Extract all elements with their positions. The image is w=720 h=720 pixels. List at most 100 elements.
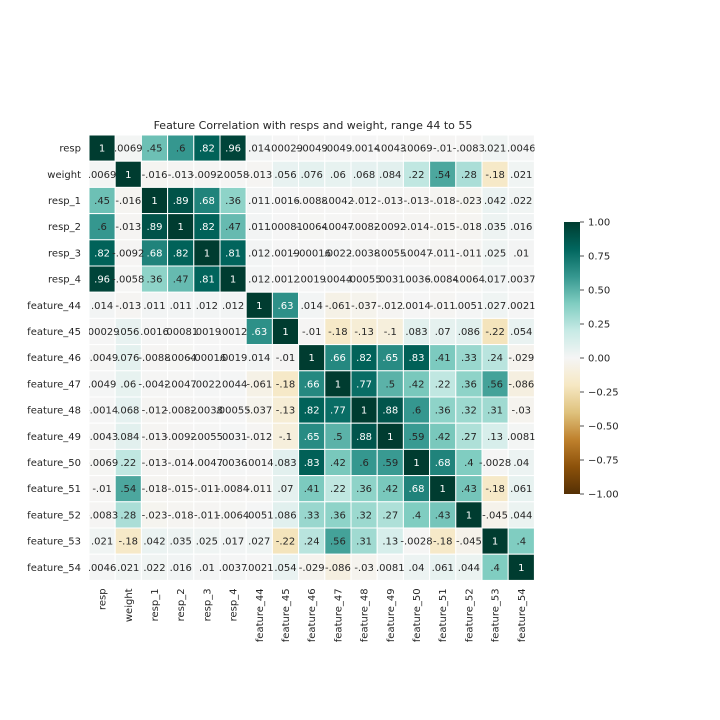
cell-value: .22 [435, 379, 451, 390]
y-tick-label: feature_51 [27, 484, 81, 495]
heatmap-cell [455, 213, 483, 241]
cell-value: .68 [409, 484, 425, 495]
heatmap-cell [219, 265, 247, 293]
cell-value: -.018 [168, 510, 194, 521]
heatmap-cell [245, 448, 273, 477]
heatmap-cell [193, 475, 221, 503]
heatmap-cell [350, 475, 378, 503]
cell-value: .6 [359, 458, 369, 469]
heatmap-cell [507, 553, 535, 581]
cell-value: .0051 [245, 510, 274, 521]
cell-value: .0019 [219, 353, 248, 364]
cell-value: .65 [382, 353, 398, 364]
x-tick-label: resp_1 [150, 588, 161, 621]
cell-value: .4 [517, 537, 527, 548]
heatmap-cell [402, 317, 431, 346]
cell-value: -.012 [142, 406, 168, 417]
cell-value: .035 [170, 537, 192, 548]
cell-value: -.015 [168, 484, 194, 495]
cell-value: .00029 [268, 144, 303, 155]
y-tick-label: feature_52 [27, 510, 81, 521]
cell-value: .016 [170, 563, 192, 574]
heatmap-cell [376, 501, 404, 529]
cell-value: -.0055 [374, 248, 406, 259]
cell-value: -.0047 [191, 458, 223, 469]
cell-value: .22 [330, 484, 346, 495]
x-tick-label: feature_44 [255, 588, 266, 642]
cell-value: -.011 [430, 301, 456, 312]
cell-value: .82 [173, 248, 189, 259]
cell-value: .77 [330, 406, 346, 417]
cell-value: -.061 [325, 301, 351, 312]
heatmap-cell [376, 265, 404, 293]
cell-value: -.0064 [453, 275, 485, 286]
cell-value: -.0083 [453, 144, 485, 155]
cell-value: .81 [225, 248, 241, 259]
heatmap-cell [219, 475, 247, 503]
cell-value: .32 [356, 510, 372, 521]
heatmap-cell [455, 186, 483, 215]
cell-value: .083 [274, 458, 296, 469]
x-tick-label: feature_48 [360, 588, 371, 642]
cell-value: .012 [248, 275, 270, 286]
y-tick-label: feature_45 [27, 327, 81, 338]
cell-value: .88 [382, 406, 398, 417]
heatmap-cell [271, 370, 300, 398]
heatmap-cell [271, 422, 300, 450]
heatmap-cell [271, 501, 300, 529]
heatmap-cell [429, 448, 457, 477]
cell-value: -.023 [456, 196, 482, 207]
cell-value: .82 [199, 144, 215, 155]
y-tick-label: feature_47 [27, 379, 81, 390]
cell-value: .011 [248, 196, 270, 207]
cell-value: 1 [361, 406, 367, 417]
cell-value: -.061 [246, 379, 272, 390]
cell-value: .36 [147, 275, 163, 286]
cell-value: -.03 [354, 563, 374, 574]
cell-value: .027 [248, 537, 270, 548]
cell-value: -.018 [142, 484, 168, 495]
heatmap-cell [271, 213, 300, 241]
cell-value: .89 [147, 222, 163, 233]
cell-value-labels: 1.0069.45.6.82.96.014.00029-.0049.0049-.… [89, 144, 534, 574]
heatmap-cell [140, 213, 169, 241]
heatmap-cell [298, 422, 326, 450]
x-tick-label: resp_4 [229, 588, 240, 621]
cell-value: .012 [196, 301, 218, 312]
cell-value: -.0092 [165, 432, 197, 443]
y-tick-label: resp_3 [48, 248, 81, 259]
heatmap-cell [402, 344, 431, 372]
cell-value: .36 [461, 379, 477, 390]
cell-value: -.013 [142, 458, 168, 469]
cell-value: .0051 [455, 301, 484, 312]
cell-value: -.1 [279, 432, 292, 443]
cell-value: .01 [199, 563, 215, 574]
cell-value: -.0055 [191, 432, 223, 443]
cell-value: .36 [225, 196, 241, 207]
heatmap-cell [219, 553, 247, 581]
heatmap-cell [507, 186, 535, 215]
cell-value: .012 [248, 248, 270, 259]
x-tick-label: resp [98, 588, 109, 610]
heatmap-cell [271, 448, 300, 477]
cell-value: .068 [117, 406, 139, 417]
cell-value: -.0082 [348, 222, 380, 233]
cell-value: -.0082 [165, 406, 197, 417]
cell-value: .0036 [219, 458, 248, 469]
cell-value: 1 [413, 458, 419, 469]
cell-value: .083 [405, 327, 427, 338]
heatmap-cell [429, 186, 457, 215]
cell-value: .65 [304, 432, 320, 443]
cell-value: .63 [251, 327, 267, 338]
cell-value: .0014 [245, 458, 274, 469]
cell-value: .017 [222, 537, 244, 548]
heatmap-cell [219, 291, 247, 319]
y-tick-label: feature_54 [27, 563, 81, 574]
cell-value: -.011 [194, 510, 220, 521]
cell-value: -.0042 [138, 379, 170, 390]
cell-value: .021 [91, 537, 113, 548]
heatmap-cell [219, 239, 247, 267]
heatmap-cell [455, 370, 483, 398]
heatmap-cell [324, 265, 352, 293]
heatmap-cell [88, 501, 116, 529]
